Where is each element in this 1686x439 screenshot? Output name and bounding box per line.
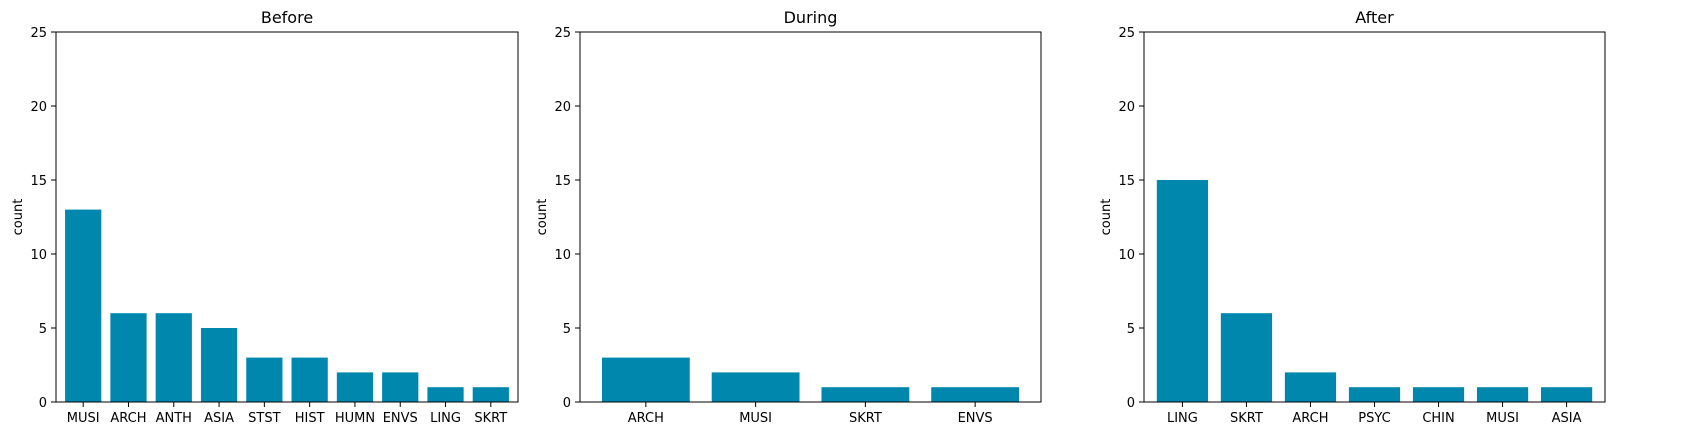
bar-anth bbox=[155, 313, 192, 402]
bar-ling bbox=[1156, 180, 1209, 402]
bar-envs bbox=[382, 372, 419, 402]
plot-frame bbox=[579, 31, 1042, 403]
x-tick-label: SKRT bbox=[474, 411, 507, 426]
y-tick-label: 15 bbox=[1118, 174, 1135, 189]
x-tick-label: PSYC bbox=[1358, 411, 1390, 426]
x-tick-label: MUSI bbox=[1486, 411, 1519, 426]
x-tick-label: ARCH bbox=[110, 411, 146, 426]
x-tick-label: ENVS bbox=[383, 411, 418, 426]
x-tick-label: SKRT bbox=[849, 411, 882, 426]
y-tick-label: 20 bbox=[554, 100, 571, 115]
chart-title: Before bbox=[261, 8, 313, 27]
bar-psyc bbox=[1348, 387, 1401, 402]
bar-chin bbox=[1412, 387, 1465, 402]
y-tick-label: 15 bbox=[554, 174, 571, 189]
y-tick-label: 5 bbox=[39, 322, 47, 337]
bar-stst bbox=[246, 357, 283, 402]
x-tick-label: SKRT bbox=[1230, 411, 1263, 426]
y-axis-label: count bbox=[535, 199, 550, 236]
bar-arch bbox=[110, 313, 147, 402]
x-tick-label: ARCH bbox=[1292, 411, 1328, 426]
chart-panel-0: Before count 0 5 10 15 20 25 MUSI ARCH ANTH ASIA STS… bbox=[11, 8, 519, 426]
bar-asia bbox=[1540, 387, 1593, 402]
x-tick-label: ENVS bbox=[958, 411, 993, 426]
bar-hist bbox=[291, 357, 328, 402]
y-tick-label: 10 bbox=[30, 248, 47, 263]
bar-asia bbox=[200, 328, 238, 402]
x-tick-label: LING bbox=[430, 411, 461, 426]
x-tick-label: HUMN bbox=[335, 411, 375, 426]
x-tick-label: MUSI bbox=[67, 411, 100, 426]
chart-panel-2: After count 0 5 10 15 20 25 LING SKRT ARCH PSYC CHIN… bbox=[1099, 8, 1606, 426]
bar-skrt bbox=[1220, 313, 1273, 402]
x-tick-label: ANTH bbox=[156, 411, 192, 426]
y-tick-label: 20 bbox=[1118, 100, 1135, 115]
plot-frame bbox=[1143, 31, 1606, 403]
bar-ling bbox=[427, 387, 464, 402]
y-tick-label: 25 bbox=[554, 26, 571, 41]
chart-title: After bbox=[1355, 8, 1394, 27]
bar-skrt bbox=[821, 387, 910, 402]
x-tick-label: MUSI bbox=[739, 411, 772, 426]
y-tick-label: 20 bbox=[30, 100, 47, 115]
y-tick-label: 5 bbox=[1127, 322, 1135, 337]
y-tick-label: 25 bbox=[30, 26, 47, 41]
chart-panel-1: During count 0 5 10 15 20 25 ARCH MUSI SKRT ENVS bbox=[535, 8, 1042, 426]
bar-musi bbox=[1476, 387, 1529, 402]
bar-musi bbox=[711, 372, 800, 402]
y-tick-label: 0 bbox=[563, 396, 571, 411]
x-tick-label: STST bbox=[248, 411, 280, 426]
plot-frame bbox=[55, 31, 519, 403]
y-axis-label: count bbox=[11, 199, 26, 236]
y-tick-label: 0 bbox=[39, 396, 47, 411]
y-tick-label: 25 bbox=[1118, 26, 1135, 41]
bar-skrt bbox=[472, 387, 509, 402]
x-tick-label: ASIA bbox=[1552, 411, 1582, 426]
chart-title: During bbox=[784, 8, 838, 27]
y-tick-label: 0 bbox=[1127, 396, 1135, 411]
x-tick-label: ASIA bbox=[204, 411, 234, 426]
y-tick-label: 10 bbox=[554, 248, 571, 263]
x-tick-label: LING bbox=[1167, 411, 1198, 426]
y-tick-label: 10 bbox=[1118, 248, 1135, 263]
x-tick-label: HIST bbox=[295, 411, 325, 426]
bar-arch bbox=[1284, 372, 1337, 402]
bar-musi bbox=[65, 209, 102, 402]
bar-humn bbox=[336, 372, 374, 402]
x-tick-label: CHIN bbox=[1422, 411, 1454, 426]
bar-arch bbox=[601, 357, 690, 402]
y-axis-label: count bbox=[1099, 199, 1114, 236]
bar-envs bbox=[931, 387, 1020, 402]
x-tick-label: ARCH bbox=[628, 411, 664, 426]
y-tick-label: 5 bbox=[563, 322, 571, 337]
y-tick-label: 15 bbox=[30, 174, 47, 189]
